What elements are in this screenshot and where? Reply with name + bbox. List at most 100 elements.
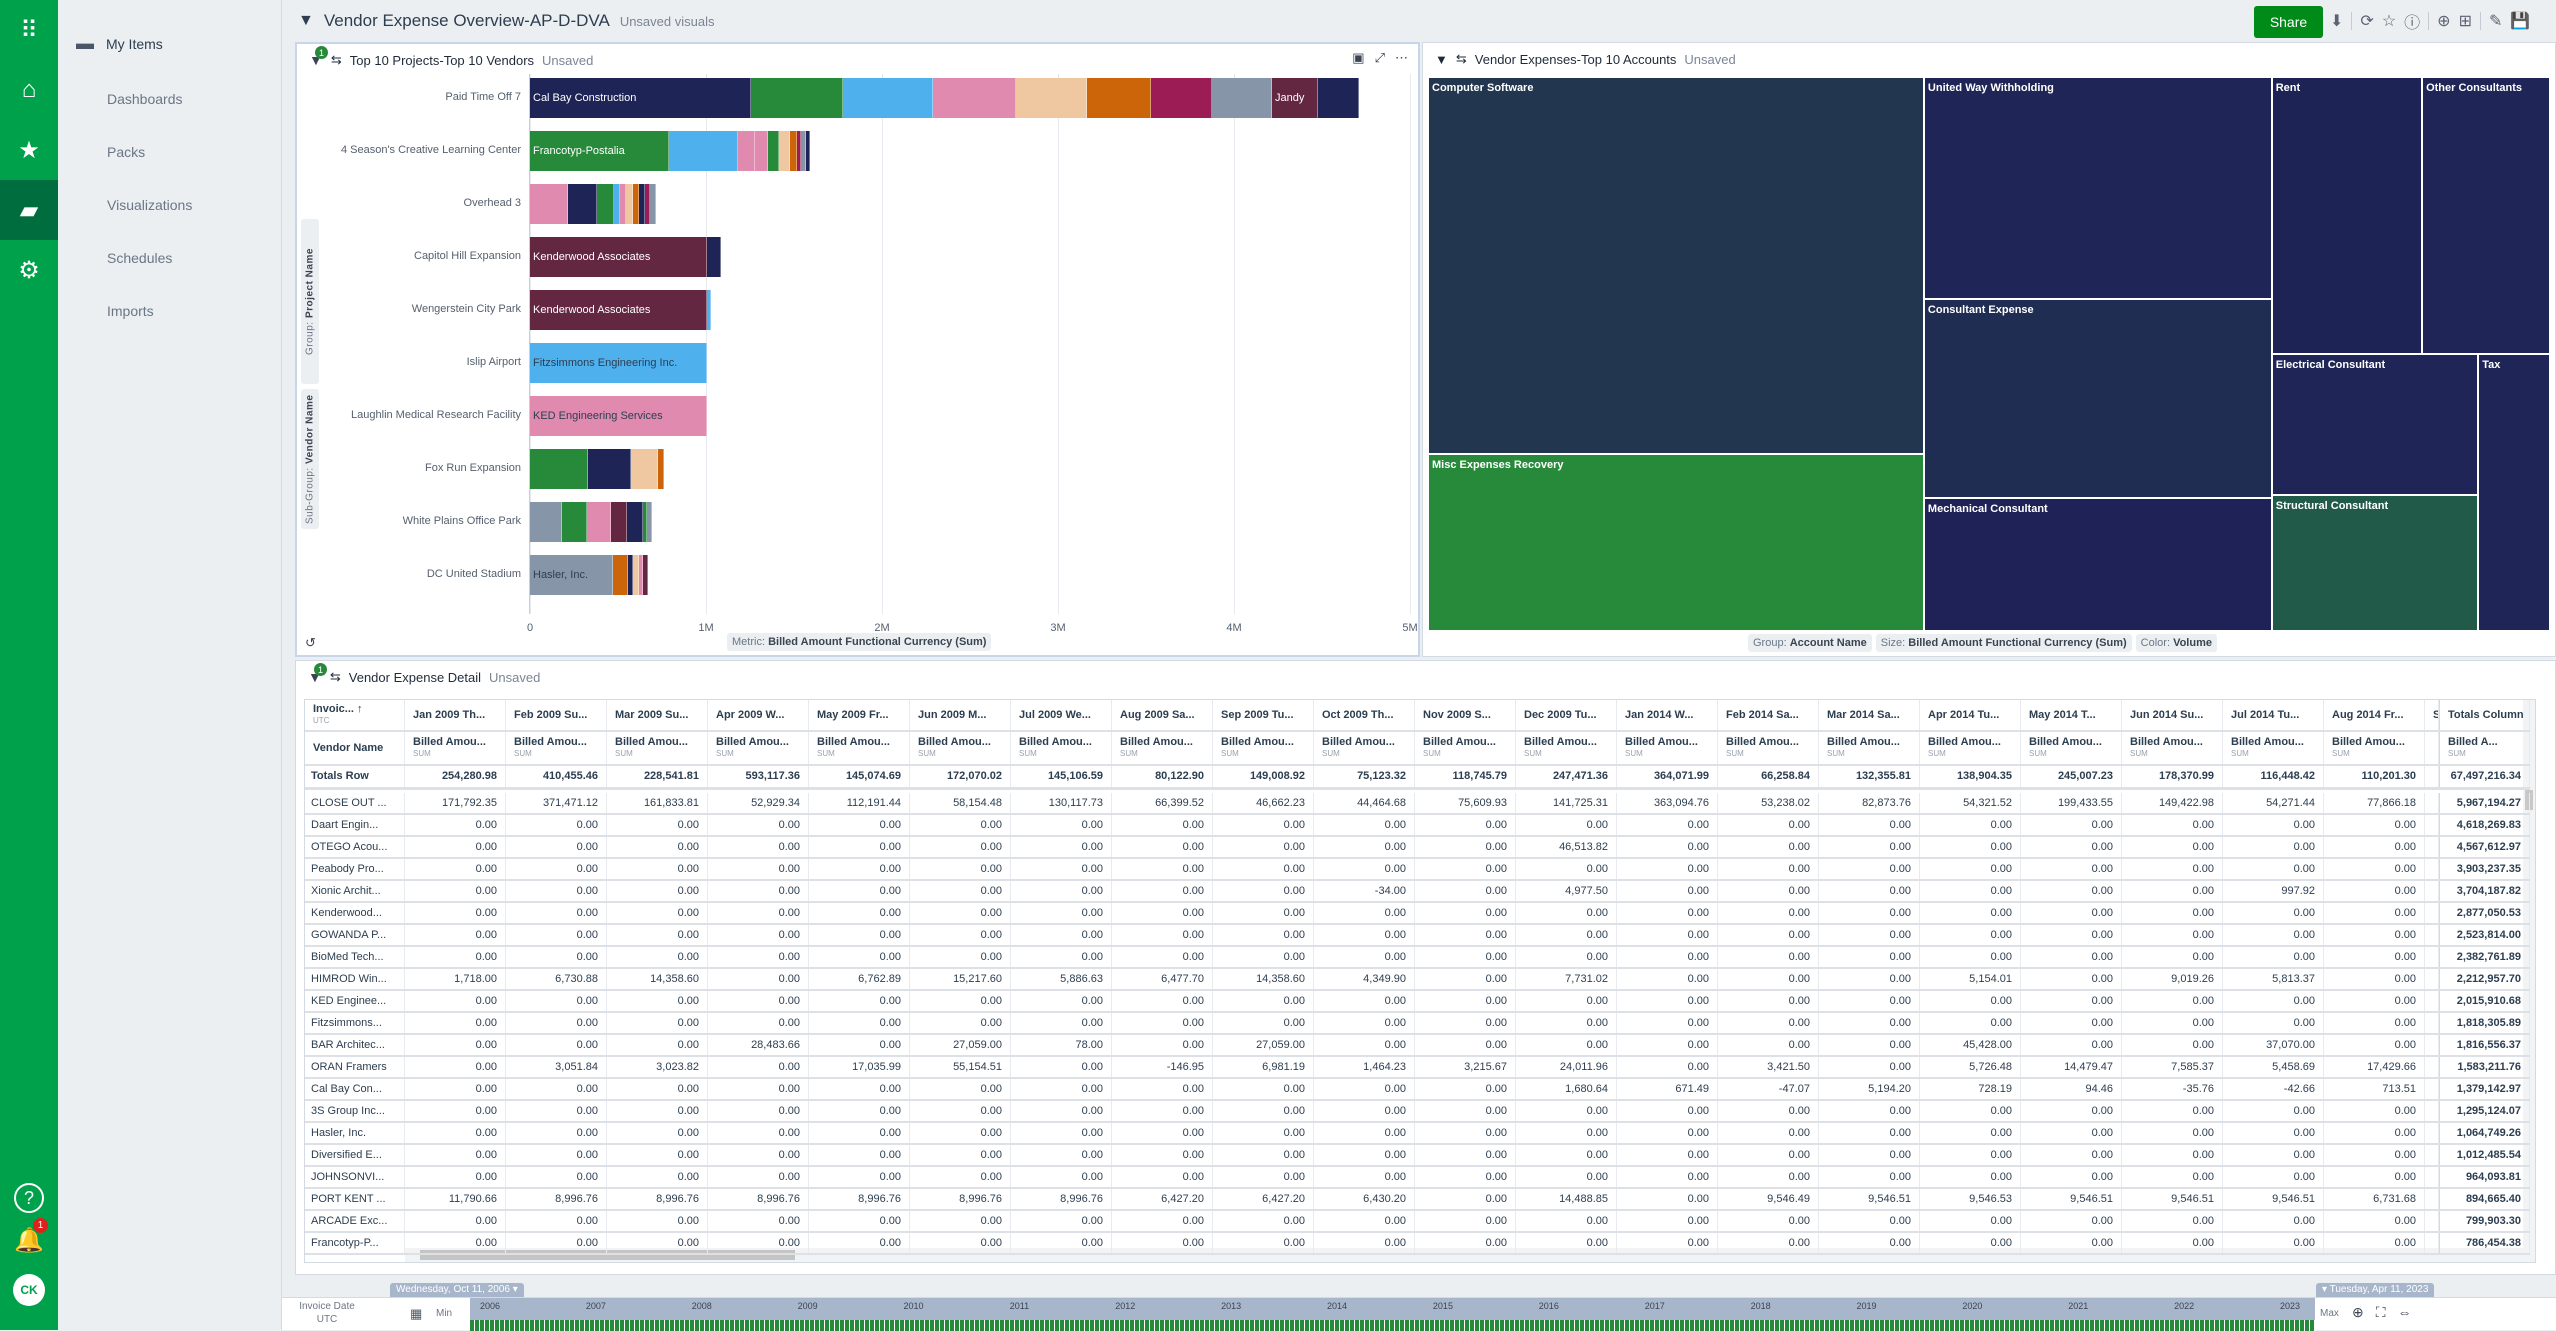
bar-segment[interactable]: Fitzsimmons Engineering Inc. <box>530 343 707 383</box>
treemap-cell[interactable]: Computer Software <box>1428 77 1924 454</box>
column-header[interactable]: Feb 2014 Sa... <box>1718 700 1819 730</box>
gear-icon[interactable]: ⚙ <box>18 256 40 284</box>
column-header[interactable]: Dec 2009 Tu... <box>1516 700 1617 730</box>
swap-icon[interactable]: ⇆ <box>329 669 341 684</box>
vendor-name-cell[interactable]: BioMed Tech... <box>305 947 405 967</box>
metric-chip[interactable]: Metric: Billed Amount Functional Currenc… <box>727 633 992 651</box>
add-text-icon[interactable]: ⊞ <box>2458 13 2472 30</box>
bar-segment[interactable]: Kenderwood Associates <box>530 290 708 330</box>
vendor-name-cell[interactable]: Francotyp-P... <box>305 1233 405 1253</box>
treemap-cell[interactable]: Tax <box>2478 354 2550 631</box>
filter-icon[interactable]: ▼ 1 <box>308 663 327 685</box>
max-button[interactable]: Max <box>2320 1308 2339 1319</box>
size-chip[interactable]: Size: Billed Amount Functional Currency … <box>1875 634 2132 652</box>
measure-header[interactable]: Billed Amou... SUM <box>1112 732 1213 764</box>
column-header[interactable]: Aug 2014 Fr... <box>2324 700 2425 730</box>
nav-my-items[interactable]: ▬ My Items <box>76 33 163 54</box>
bar-segment[interactable] <box>627 502 643 542</box>
zoom-in-icon[interactable]: ⊕ <box>2352 1304 2364 1320</box>
bar-segment[interactable] <box>613 555 628 595</box>
column-header[interactable]: Mar 2009 Su... <box>607 700 708 730</box>
bell-icon[interactable]: 🔔 1 <box>0 1210 58 1270</box>
column-header[interactable]: Jun 2014 Su... <box>2122 700 2223 730</box>
bar-segment[interactable] <box>843 78 934 118</box>
end-date-flag[interactable]: ▾ Tuesday, Apr 11, 2023 <box>2316 1283 2435 1297</box>
vendor-name-cell[interactable]: ORAN Framers <box>305 1057 405 1077</box>
share-button[interactable]: Share <box>2254 6 2323 38</box>
vendor-name-cell[interactable]: Fitzsimmons... <box>305 1013 405 1033</box>
vendor-name-cell[interactable]: 3S Group Inc... <box>305 1101 405 1121</box>
bar-segment[interactable] <box>707 290 712 330</box>
folder-icon[interactable]: ▰ <box>0 180 58 240</box>
scroll-thumb[interactable] <box>420 1250 795 1260</box>
expand-icon[interactable]: ⤢ <box>1374 50 1385 65</box>
column-header[interactable]: Jan 2014 W... <box>1617 700 1718 730</box>
home-icon[interactable]: ⌂ <box>21 76 37 103</box>
measure-header[interactable]: Billed Amou... SUM <box>2122 732 2223 764</box>
swap-icon[interactable]: ⇆ <box>330 52 342 67</box>
vendor-name-header[interactable]: Vendor Name <box>305 732 405 764</box>
measure-header[interactable]: Billed Amou... SUM <box>2324 732 2425 764</box>
calendar-icon[interactable]: ▦ <box>410 1306 423 1321</box>
undo-icon[interactable]: ↺ <box>305 635 316 650</box>
treemap-cell[interactable]: Other Consultants <box>2422 77 2550 354</box>
vendor-name-cell[interactable]: GOWANDA P... <box>305 925 405 945</box>
measure-header[interactable]: Billed Amou... SUM <box>1920 732 2021 764</box>
vendor-name-cell[interactable]: OTEGO Acou... <box>305 837 405 857</box>
column-header[interactable]: Sep 2009 Tu... <box>1213 700 1314 730</box>
save-icon[interactable]: 💾 <box>2510 13 2531 30</box>
vendor-name-cell[interactable]: KED Enginee... <box>305 991 405 1011</box>
bar-segment[interactable] <box>650 184 656 224</box>
bar-segment[interactable] <box>657 449 664 489</box>
info-icon[interactable]: ⓘ <box>2404 15 2421 32</box>
bar-segment[interactable] <box>767 131 779 171</box>
bar-segment[interactable] <box>801 131 806 171</box>
add-icon[interactable]: ⊕ <box>2437 13 2451 30</box>
pan-icon[interactable]: ⇔ <box>2397 1304 2412 1320</box>
bar-segment[interactable] <box>805 131 810 171</box>
measure-header[interactable]: Billed Amou... SUM <box>809 732 910 764</box>
bar-segment[interactable] <box>639 555 644 595</box>
bar-segment[interactable] <box>633 184 640 224</box>
bar-segment[interactable] <box>1317 78 1359 118</box>
bar-segment[interactable] <box>1150 78 1212 118</box>
measure-header[interactable]: Billed Amou... SUM <box>708 732 809 764</box>
vendor-name-cell[interactable]: Xionic Archit... <box>305 881 405 901</box>
vendor-name-cell[interactable]: Kenderwood... <box>305 903 405 923</box>
column-header[interactable]: Nov 2009 S... <box>1415 700 1516 730</box>
bar-segment[interactable] <box>639 184 646 224</box>
group-chip[interactable]: Group: Account Name <box>1748 634 1872 652</box>
save-as-icon[interactable]: ✎ <box>2488 13 2503 30</box>
bar-segment[interactable] <box>587 449 632 489</box>
bar-segment[interactable] <box>1015 78 1087 118</box>
bar-segment[interactable] <box>631 449 658 489</box>
bar-segment[interactable] <box>668 131 739 171</box>
column-header[interactable]: Aug 2009 Sa... <box>1112 700 1213 730</box>
column-header-partial[interactable]: Sep <box>2425 700 2439 730</box>
measure-header[interactable]: Billed Amou... SUM <box>405 732 506 764</box>
column-header[interactable]: Oct 2009 Th... <box>1314 700 1415 730</box>
help-icon[interactable]: ? <box>0 1168 58 1228</box>
color-chip[interactable]: Color: Volume <box>2135 634 2217 652</box>
bar-segment[interactable] <box>706 237 722 277</box>
column-header[interactable]: Apr 2009 W... <box>708 700 809 730</box>
measure-header[interactable]: Billed Amou... SUM <box>1819 732 1920 764</box>
vendor-name-cell[interactable]: Diversified E... <box>305 1145 405 1165</box>
treemap-cell[interactable]: United Way Withholding <box>1923 77 2272 299</box>
measure-header[interactable]: Billed Amou... SUM <box>1516 732 1617 764</box>
horizontal-scrollbar[interactable] <box>405 1248 2525 1262</box>
bar-segment[interactable] <box>530 184 569 224</box>
measure-header[interactable]: Billed Amou... SUM <box>2223 732 2324 764</box>
fit-icon[interactable]: ⛶ <box>2375 1304 2386 1320</box>
bar-segment[interactable] <box>611 502 628 542</box>
treemap-cell[interactable]: Electrical Consultant <box>2271 354 2479 496</box>
vendor-name-cell[interactable]: BAR Architec... <box>305 1035 405 1055</box>
more-icon[interactable]: ⋯ <box>1395 50 1408 65</box>
bar-segment[interactable] <box>797 131 802 171</box>
column-header[interactable]: May 2014 T... <box>2021 700 2122 730</box>
bar-segment[interactable] <box>647 502 653 542</box>
bar-segment[interactable] <box>738 131 755 171</box>
nav-visualizations[interactable]: Visualizations <box>107 197 193 213</box>
favorite-star-icon[interactable]: ☆ <box>2381 13 2397 30</box>
measure-header[interactable]: Billed Amou... SUM <box>1617 732 1718 764</box>
